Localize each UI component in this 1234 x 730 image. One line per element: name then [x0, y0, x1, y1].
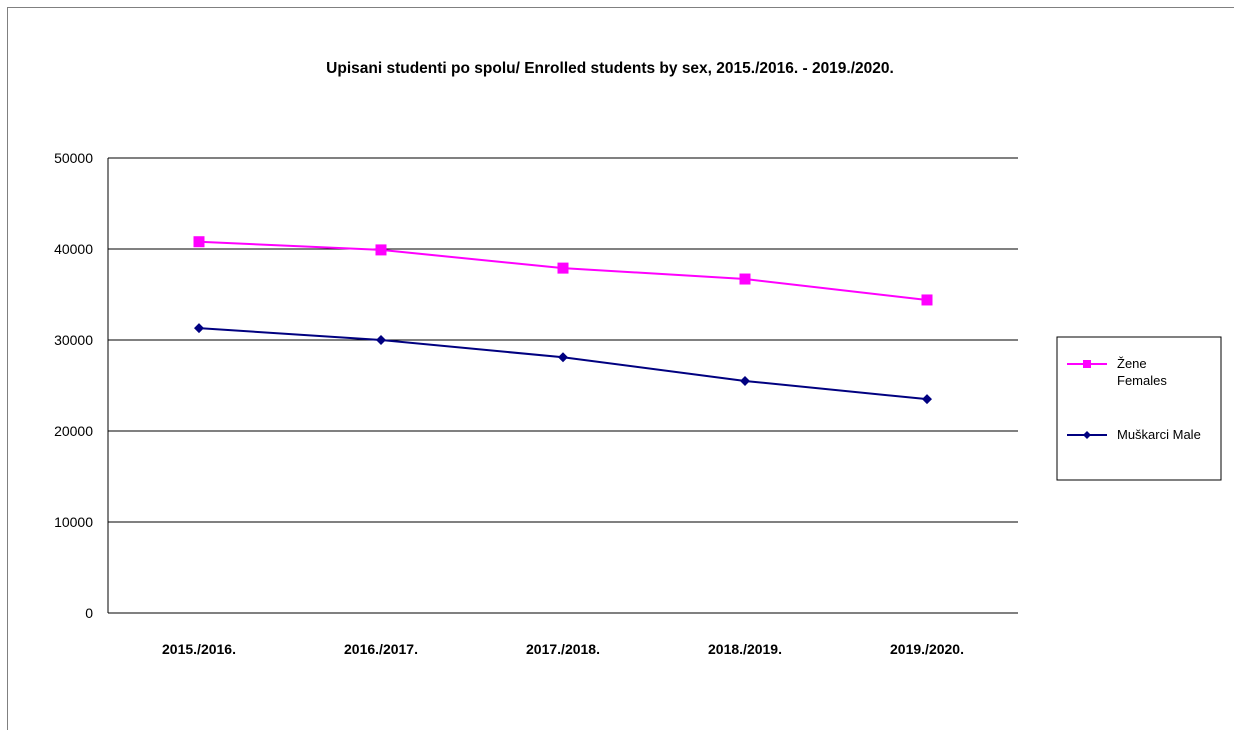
series-2 [194, 323, 932, 405]
legend-label: Muškarci Male [1117, 427, 1201, 442]
legend-label: Žene [1117, 356, 1147, 371]
legend-label: Females [1117, 373, 1167, 388]
x-tick-label: 2015./2016. [162, 641, 236, 657]
series-1 [193, 236, 933, 306]
series-line [198, 327, 928, 401]
data-point [921, 294, 933, 306]
chart-frame [7, 7, 1234, 730]
y-axis-ticks: 0 10000 20000 30000 40000 50000 [54, 150, 93, 621]
y-tick-label: 50000 [54, 150, 93, 166]
y-tick-label: 0 [85, 605, 93, 621]
legend-swatch-marker [1083, 360, 1091, 368]
gridlines [107, 157, 1018, 614]
series-layer [193, 236, 933, 405]
legend-entry-2: Muškarci Male [1067, 427, 1201, 442]
data-point [194, 323, 204, 334]
data-point [558, 352, 568, 363]
y-tick-label: 30000 [54, 332, 93, 348]
y-tick-label: 40000 [54, 241, 93, 257]
x-tick-label: 2019./2020. [890, 641, 964, 657]
x-tick-label: 2018./2019. [708, 641, 782, 657]
data-point [739, 273, 751, 285]
x-tick-label: 2017./2018. [526, 641, 600, 657]
x-axis-ticks: 2015./2016. 2016./2017. 2017./2018. 2018./2… [162, 641, 964, 657]
data-point [922, 394, 932, 405]
legend-entry-1: Žene Females [1067, 356, 1167, 388]
y-tick-label: 10000 [54, 514, 93, 530]
legend-swatch-marker [1083, 431, 1091, 439]
data-point [193, 236, 205, 248]
legend: Žene Females Muškarci Male [1056, 336, 1222, 481]
y-tick-label: 20000 [54, 423, 93, 439]
chart-title: Upisani studenti po spolu/ Enrolled stud… [326, 60, 894, 77]
data-point [557, 262, 569, 274]
x-tick-label: 2016./2017. [344, 641, 418, 657]
data-point [375, 244, 387, 256]
data-point [740, 375, 750, 386]
data-point [376, 335, 386, 345]
